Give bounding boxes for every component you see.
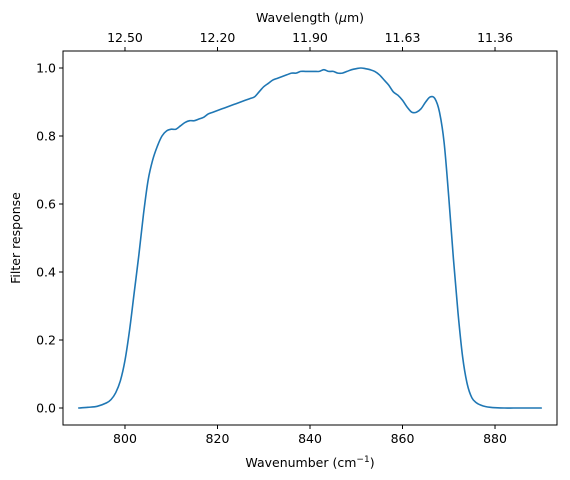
y-tick-label: 1.0 (36, 61, 56, 76)
x-tick-label: 860 (391, 431, 415, 446)
x-tick-label: 880 (483, 431, 507, 446)
y-axis-title: Filter response (8, 192, 23, 284)
top-tick-label: 11.90 (292, 30, 328, 45)
top-tick-label: 11.36 (477, 30, 513, 45)
top-tick-label: 12.20 (200, 30, 236, 45)
ticks: 800 820 840 860 880 12.50 12.20 11.90 11.63 11.36… (36, 30, 513, 446)
x-tick-label: 800 (113, 431, 137, 446)
x-tick-label: 820 (206, 431, 230, 446)
x-axis-title: Wavenumber (cm−1) (245, 455, 374, 470)
y-tick-label: 0.0 (36, 401, 56, 416)
y-tick-label: 0.8 (36, 129, 56, 144)
top-tick-label: 11.63 (385, 30, 421, 45)
series-line-0 (77, 67, 543, 409)
y-tick-label: 0.2 (36, 333, 56, 348)
x-tick-label: 840 (298, 431, 322, 446)
top-tick-label: 12.50 (107, 30, 143, 45)
y-tick-label: 0.6 (36, 197, 56, 212)
y-tick-label: 0.4 (36, 265, 56, 280)
plot-area (77, 67, 543, 409)
top-axis-title: Wavelength (μm) (256, 10, 364, 25)
